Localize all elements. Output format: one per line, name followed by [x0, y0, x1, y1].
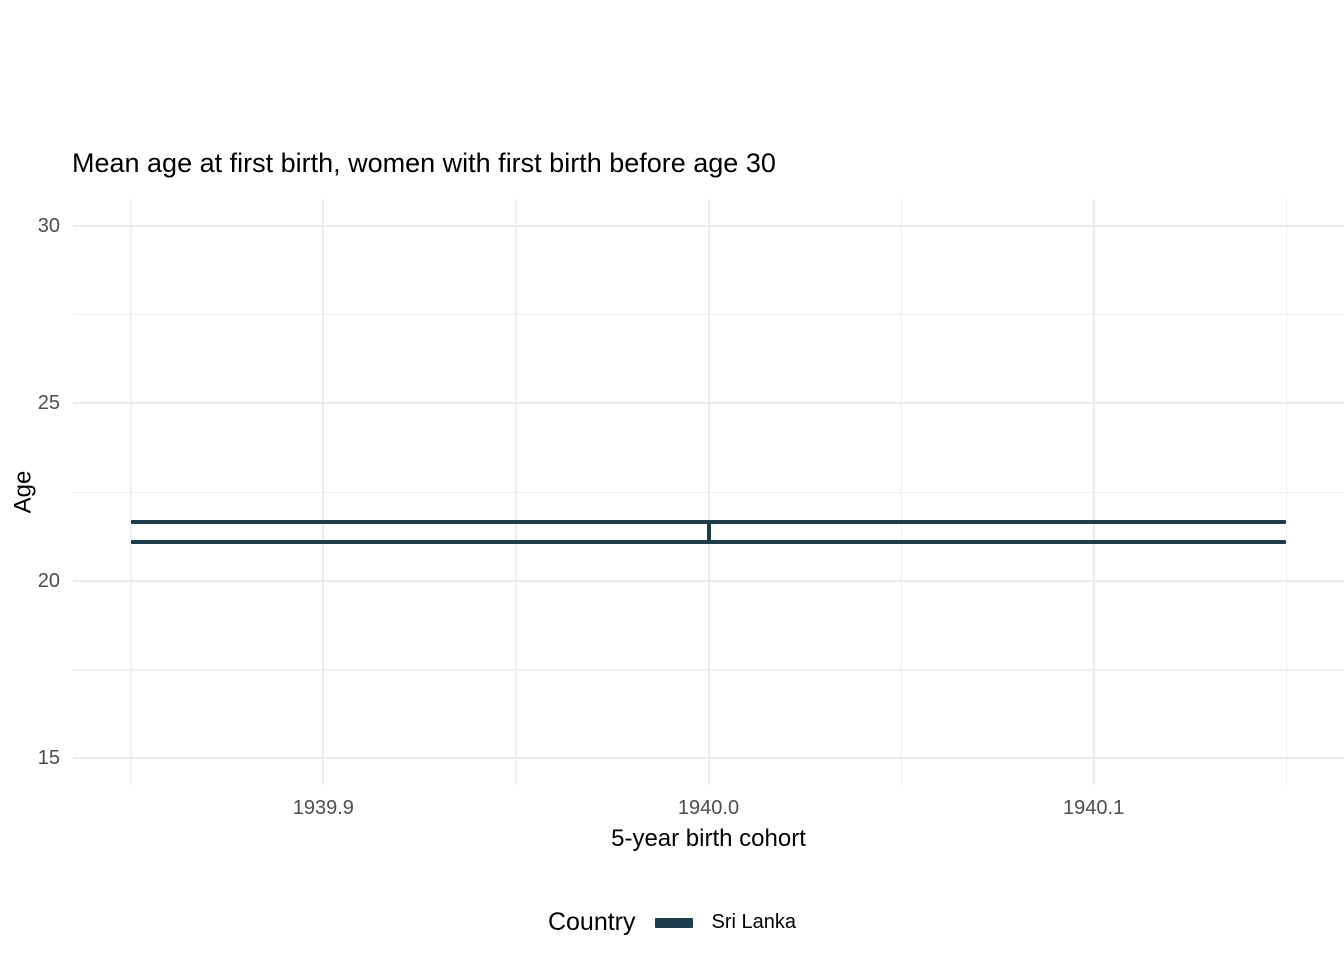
y-tick-label: 30 [37, 214, 60, 237]
gridline-x-major [322, 199, 325, 785]
chart-title: Mean age at first birth, women with firs… [72, 148, 776, 178]
x-tick-label: 1940.0 [677, 797, 740, 819]
gridline-x-minor [1285, 199, 1288, 785]
x-axis-title: 5-year birth cohort [611, 825, 806, 852]
errorbar-vertical-segment [706, 522, 711, 542]
y-tick-label: 20 [37, 569, 60, 592]
legend: Country Sri Lanka [0, 900, 1344, 945]
gridline-x-major [707, 199, 710, 785]
gridline-x-minor [130, 199, 132, 785]
y-tick-label: 25 [37, 392, 60, 415]
legend-title: Country [547, 908, 636, 936]
y-tick-label: 15 [37, 747, 60, 770]
gridline-x-major [1092, 199, 1095, 785]
gridline-x-minor [515, 199, 517, 785]
plot-panel [73, 199, 1344, 785]
errorbar-lower-cap [130, 539, 1287, 544]
x-tick-label: 1940.1 [1063, 797, 1125, 819]
legend-item-label: Sri Lanka [711, 911, 797, 933]
gridline-x-minor [900, 199, 903, 785]
legend-key-line-swatch [654, 917, 693, 928]
x-tick-label: 1939.9 [292, 797, 354, 819]
y-axis-title: Age [9, 470, 37, 514]
